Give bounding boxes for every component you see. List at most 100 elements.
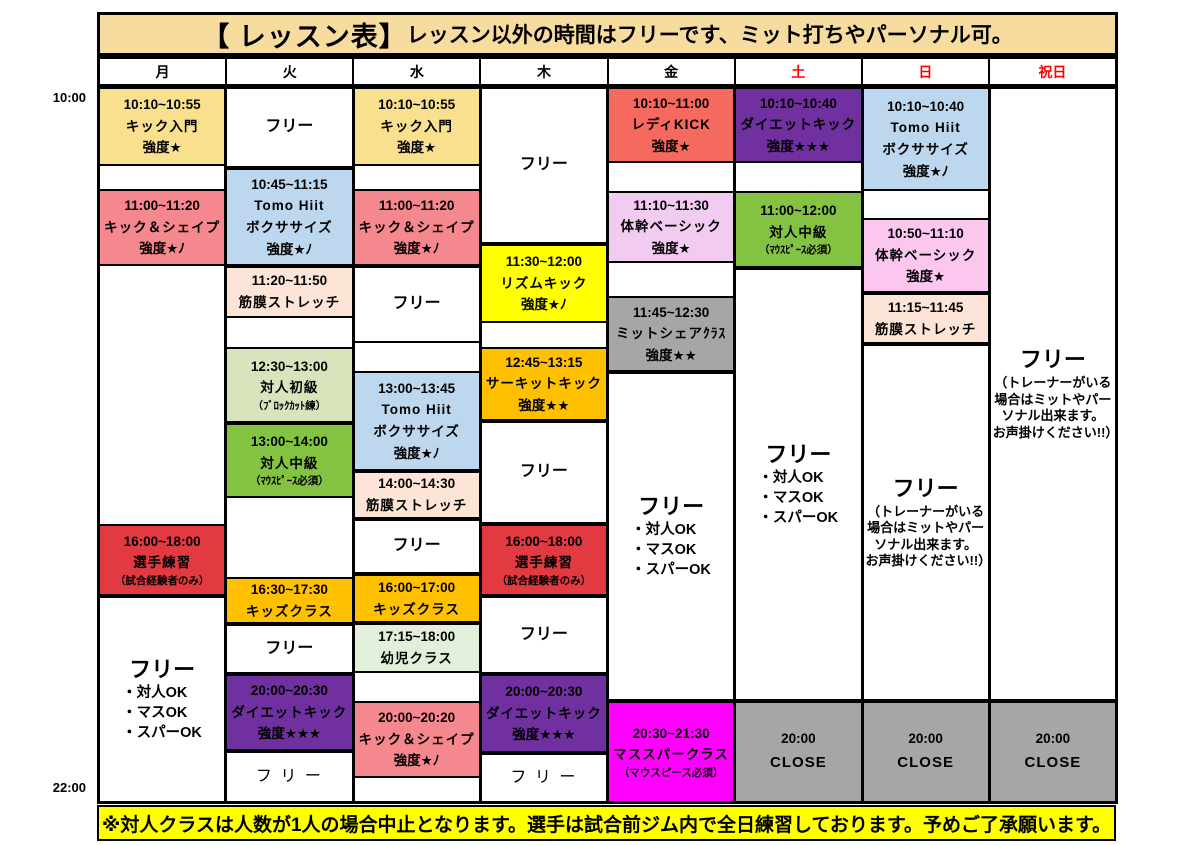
cell-time: 強度★★ (518, 397, 570, 413)
cell-big: フリー (1019, 347, 1086, 373)
cell-time: 10:10~10:55 (378, 97, 456, 113)
cell-title: ダイエットキック (740, 117, 857, 133)
schedule-cell: フリー (481, 89, 606, 244)
day-column-fri: 10:10~11:00 レディKICK 強度★ 11:10~11:30 体幹ベーシック強… (609, 89, 737, 801)
cell-bullet: ・マスOK (758, 490, 824, 507)
cell-time: 11:00~11:20 (124, 198, 200, 214)
cell-freeb: フリー (519, 463, 568, 481)
cell-close: CLOSE (897, 754, 954, 772)
cell-plain: フ リ ー (510, 768, 578, 786)
cell-close: CLOSE (1024, 754, 1082, 772)
cell-title: ボクササイズ (373, 424, 460, 439)
cell-para: （トレーナーがいる場合はミットやパーソナル出来ます。 (867, 503, 985, 552)
schedule-cell: 13:00~13:45 Tomo Hiit ボクササイズ 強度★ﾉ (354, 371, 479, 471)
cell-title: 体幹ベーシック (875, 247, 977, 263)
cell-freeb: フリー (265, 639, 314, 657)
cell-time: 16:30~17:30 (250, 581, 328, 597)
schedule-cell: 16:00~17:00 キッズクラス (354, 574, 479, 623)
cell-time: 強度★ﾉ (393, 241, 440, 257)
day-header-mon: 月 (100, 59, 228, 84)
cell-time: 強度★ (397, 140, 437, 156)
cell-title: リズムキック (500, 275, 588, 291)
schedule-cell: フ リ ー (227, 751, 352, 801)
cell-bullet: ・対人OK (758, 470, 824, 487)
schedule-cell: 10:10~10:55 キック入門 強度★ (354, 89, 479, 166)
cell-title: レディKICK (631, 117, 711, 133)
cell-title: 対人初級 (260, 380, 319, 396)
cell-title: Tomo Hiit (254, 198, 325, 214)
cell-sub: （ﾏｳｽﾋﾟｰｽ必須） (759, 244, 838, 257)
cell-time: 10:10~10:55 (123, 97, 201, 113)
cell-title: キック入門 (125, 118, 199, 134)
cell-time: 20:00 (1035, 731, 1071, 747)
schedule-cell: フリー ・対人OK ・マスOK ・スパーOK (100, 596, 225, 801)
schedule-cell: 20:00 CLOSE (990, 701, 1115, 801)
schedule-body: 10:10~10:55 キック入門 強度★ 11:00~11:20 キック＆シェイプ 強度… (97, 86, 1118, 804)
time-label-start: 10:00 (52, 90, 86, 105)
cell-bullet: ・マスOK (631, 542, 697, 559)
schedule-cell: 10:45~11:15 Tomo Hiit ボクササイズ 強度★ﾉ (227, 168, 352, 266)
schedule-cell: 11:00~12:00 対人中級 （ﾏｳｽﾋﾟｰｽ必須） (736, 191, 861, 268)
day-column-sun: 10:10~10:40 Tomo Hiit ボクササイズ 強度★ﾉ 10:50~11:1… (863, 89, 991, 801)
cell-para: お声掛けください!!） (865, 553, 988, 569)
cell-time: 20:00~20:20 (378, 710, 456, 726)
cell-title: 筋膜ストレッチ (365, 498, 468, 513)
cell-freeb: フリー (265, 118, 314, 136)
cell-title: 幼児クラス (380, 651, 453, 666)
cell-para: （トレーナーがいる場合はミットやパーソナル出来ます。 (994, 375, 1112, 424)
banner-subtitle: レッスン以外の時間はフリーです、ミット打ちやパーソナル可。 (406, 24, 1013, 47)
cell-time: 20:00 (908, 731, 943, 747)
schedule-cell: フリー (227, 89, 352, 168)
day-column-hol: フリー （トレーナーがいる場合はミットやパーソナル出来ます。 お声掛けください!!）… (990, 89, 1115, 801)
cell-title: 対人中級 (769, 224, 828, 240)
cell-time: 13:00~14:00 (250, 434, 328, 450)
cell-sub: （試合経験者のみ） (114, 574, 210, 587)
cell-time: 11:00~12:00 (760, 203, 837, 219)
schedule-cell: 20:00~20:30 ダイエットキック 強度★★★ (227, 674, 352, 751)
cell-bullet: ・スパーOK (631, 561, 711, 578)
cell-big: フリー (765, 441, 832, 467)
cell-time: 11:00~11:20 (378, 198, 455, 214)
schedule-cell: 11:00~11:20 キック＆シェイプ 強度★ﾉ (100, 189, 225, 266)
cell-time: 強度★ﾉ (139, 241, 186, 257)
schedule-cell: 20:00~20:30 ダイエットキック 強度★★★ (481, 674, 606, 753)
cell-time: 強度★ﾉ (266, 241, 313, 257)
cell-title: 体幹ベーシック (620, 219, 722, 235)
schedule-cell: フリー （トレーナーがいる場合はミットやパーソナル出来ます。 お声掛けください!!） (863, 344, 988, 701)
cell-time: 11:20~11:50 (251, 273, 328, 289)
cell-title: Tomo Hiit (381, 402, 452, 418)
schedule-cell: 16:30~17:30 キッズクラス (227, 577, 352, 624)
cell-time: 20:00 (781, 731, 816, 747)
cell-title: キック＆シェイプ (358, 731, 475, 747)
cell-time: 17:15~18:00 (378, 629, 456, 645)
day-header-wed: 水 (354, 59, 482, 84)
cell-bullet: ・対人OK (631, 522, 697, 539)
cell-time: 強度★ﾉ (393, 753, 440, 769)
day-header-row: 月火水木金土日 祝日 (97, 56, 1118, 87)
schedule-cell: 11:45~12:30 ミットシェアｸﾗｽ 強度★★ (609, 296, 734, 372)
cell-title: Tomo Hiit (890, 120, 961, 136)
schedule-cell: フ リ ー (481, 753, 606, 801)
cell-time: 強度★★ (645, 347, 697, 363)
cell-freeb: フリー (519, 156, 568, 174)
cell-title: ボクササイズ (882, 142, 969, 157)
cell-title: ボクササイズ (246, 220, 333, 235)
cell-title: キッズクラス (246, 603, 333, 619)
cell-sub: （ﾏｳｽﾋﾟｰｽ必須） (250, 475, 329, 488)
schedule-cell: 17:15~18:00 幼児クラス (354, 623, 479, 673)
cell-big: フリー (892, 475, 959, 501)
schedule-cell: フリー (354, 266, 479, 343)
day-column-thu: フリー 11:30~12:00 リズムキック 強度★ﾉ 12:45~13:15 サーキット… (481, 89, 609, 801)
schedule-cell: 10:10~10:40 Tomo Hiit ボクササイズ 強度★ﾉ (863, 89, 988, 191)
title-banner: 【 レッスン表】 レッスン以外の時間はフリーです、ミット打ちやパーソナル可。 (97, 12, 1118, 56)
cell-time: 13:00~13:45 (378, 380, 456, 396)
schedule-cell: フリー (354, 519, 479, 574)
day-header-thu: 木 (481, 59, 609, 84)
day-header-fri: 金 (609, 59, 736, 84)
schedule-cell: 20:00 CLOSE (863, 701, 988, 801)
cell-time: 11:30~12:00 (505, 254, 582, 270)
schedule-cell: 10:10~10:40 ダイエットキック 強度★★★ (736, 89, 861, 163)
schedule-cell: 11:15~11:45 筋膜ストレッチ (863, 293, 988, 344)
cell-time: 11:10~11:30 (633, 197, 709, 213)
cell-time: 20:00~20:30 (505, 684, 583, 700)
